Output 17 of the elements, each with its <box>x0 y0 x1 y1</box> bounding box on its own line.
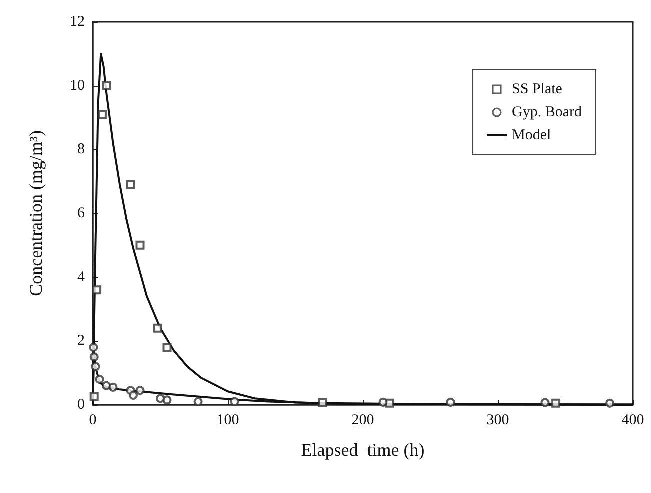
y-tick-label: 0 <box>78 397 85 413</box>
legend-label: Gyp. Board <box>512 104 582 120</box>
x-tick-label: 0 <box>89 412 97 428</box>
legend-label: SS Plate <box>512 82 563 98</box>
x-tick-label: 200 <box>352 412 374 428</box>
y-tick-label: 10 <box>70 78 85 94</box>
x-tick-label: 300 <box>486 412 510 428</box>
x-tick-label: 400 <box>622 412 644 428</box>
legend-label: Model <box>512 128 552 144</box>
y-tick-label: 2 <box>78 333 85 350</box>
y-axis-title: Concentration (mg/m³) <box>26 130 46 296</box>
y-tick-label: 12 <box>70 14 85 30</box>
y-tick-label: 6 <box>78 206 86 222</box>
x-tick-label: 100 <box>216 412 240 428</box>
y-tick-label: 8 <box>78 142 85 158</box>
y-tick-label: 4 <box>78 269 86 286</box>
x-axis-title: Elapsed time (h) <box>301 440 425 460</box>
